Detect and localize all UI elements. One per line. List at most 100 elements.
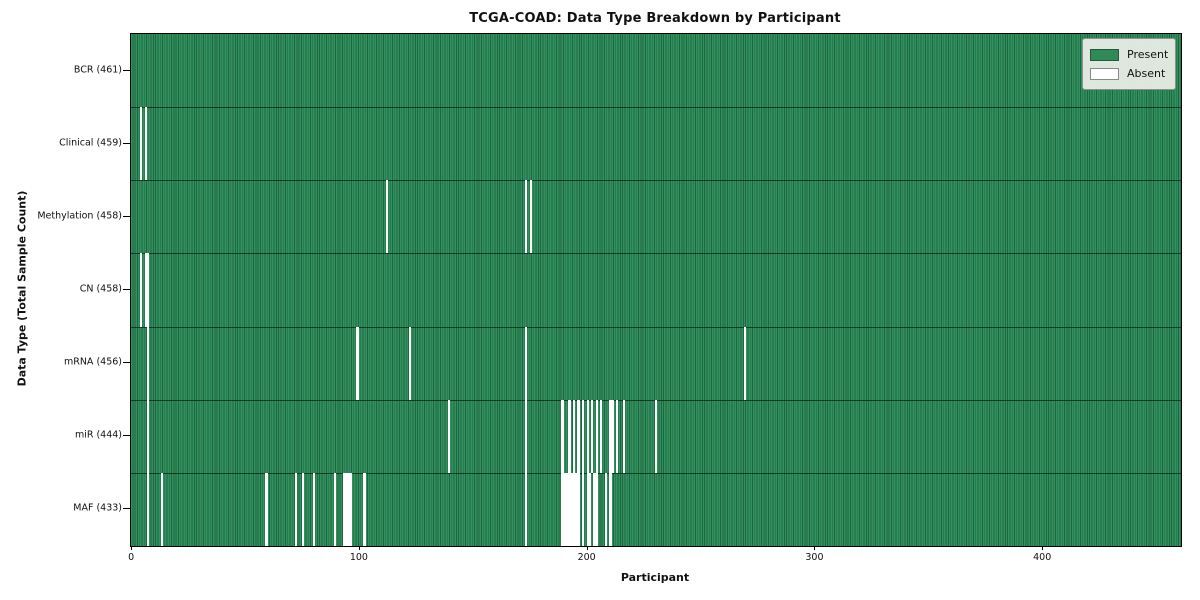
absent-gap-miR-204	[595, 399, 598, 473]
absent-gap-MAF-102	[363, 472, 366, 546]
heatmap-row-Clinical	[131, 107, 1181, 181]
x-tick-mark	[586, 546, 588, 550]
absent-gap-MAF-75	[301, 472, 305, 546]
absent-gap-MAF-196	[577, 472, 580, 546]
legend-label: Absent	[1127, 67, 1166, 80]
absent-gap-miR-7	[146, 399, 150, 473]
absent-gap-MAF-198	[581, 472, 585, 546]
x-tick-label-200: 200	[577, 552, 596, 563]
x-tick-label-0: 0	[128, 552, 135, 563]
absent-gap-miR-189	[561, 399, 564, 473]
absent-gap-Methylation-173	[525, 180, 528, 254]
absent-gap-CN-6	[144, 253, 147, 327]
heatmap-row-Methylation	[131, 180, 1181, 254]
absent-gap-MAF-72	[294, 472, 298, 546]
absent-gap-miR-198	[581, 399, 585, 473]
y-tick-mark	[123, 69, 130, 71]
absent-gap-MAF-13	[160, 472, 163, 546]
absent-gap-MAF-93	[342, 472, 346, 546]
x-tick-mark	[131, 546, 133, 550]
y-tick-label-BCR: BCR (461)	[73, 64, 122, 76]
y-tick-label-mRNA: mRNA (456)	[63, 356, 122, 368]
x-tick-mark	[1042, 546, 1044, 550]
absent-gap-MAF-173	[525, 472, 528, 546]
y-tick-mark	[123, 508, 130, 510]
y-tick-label-MAF: MAF (433)	[73, 502, 122, 514]
absent-gap-MAF-94	[345, 472, 348, 546]
absent-gap-MAF-194	[572, 472, 576, 546]
chart-title: TCGA-COAD: Data Type Breakdown by Partic…	[469, 11, 841, 26]
absent-gap-MAF-80	[313, 472, 316, 546]
absent-gap-MAF-7	[146, 472, 150, 546]
legend-swatch-present	[1090, 48, 1119, 61]
x-tick-label-400: 400	[1033, 552, 1052, 563]
absent-gap-Clinical-4	[140, 107, 143, 181]
absent-gap-MAF-200	[586, 472, 589, 546]
legend-label: Present	[1127, 48, 1169, 61]
absent-gap-miR-206	[600, 399, 603, 473]
absent-gap-miR-202	[591, 399, 594, 473]
y-tick-mark	[123, 215, 130, 217]
absent-gap-MAF-89	[333, 472, 336, 546]
y-tick-label-Clinical: Clinical (459)	[59, 137, 122, 149]
absent-gap-CN-7	[146, 253, 150, 327]
absent-gap-MAF-195	[575, 472, 578, 546]
absent-gap-Methylation-112	[386, 180, 389, 254]
absent-gap-MAF-189	[561, 472, 564, 546]
x-axis-label: Participant	[620, 571, 690, 584]
absent-gap-MAF-190	[563, 472, 567, 546]
absent-gap-mRNA-269	[743, 326, 746, 400]
absent-gap-MAF-201	[588, 472, 592, 546]
heatmap-row-CN	[131, 253, 1181, 327]
absent-gap-Clinical-6	[144, 107, 147, 181]
absent-gap-miR-173	[525, 399, 528, 473]
absent-gap-miR-200	[586, 399, 589, 473]
y-tick-label-miR: miR (444)	[74, 429, 122, 441]
absent-gap-MAF-96	[349, 472, 352, 546]
x-tick-label-300: 300	[805, 552, 824, 563]
absent-gap-mRNA-122	[408, 326, 412, 400]
x-tick-label-100: 100	[349, 552, 368, 563]
legend: Present Absent	[1082, 38, 1176, 90]
absent-gap-miR-216	[622, 399, 626, 473]
absent-gap-Methylation-175	[529, 180, 532, 254]
y-tick-mark	[123, 142, 130, 144]
y-tick-mark	[123, 362, 130, 364]
absent-gap-MAF-95	[347, 472, 350, 546]
heatmap-row-miR	[131, 399, 1181, 473]
absent-gap-MAF-208	[604, 472, 608, 546]
heatmap-row-MAF	[131, 472, 1181, 546]
absent-gap-miR-196	[577, 399, 580, 473]
legend-swatch-absent	[1090, 67, 1119, 80]
absent-gap-miR-230	[654, 399, 658, 473]
y-tick-mark	[123, 289, 130, 290]
absent-gap-miR-211	[611, 399, 614, 473]
absent-gap-MAF-193	[570, 472, 573, 546]
heatmap-row-BCR	[131, 34, 1181, 108]
absent-gap-miR-194	[572, 399, 576, 473]
absent-gap-CN-4	[140, 253, 143, 327]
y-tick-label-Methylation: Methylation (458)	[37, 210, 122, 222]
absent-gap-MAF-204	[595, 472, 598, 546]
absent-gap-miR-213	[616, 399, 619, 473]
absent-gap-MAF-191	[566, 472, 569, 546]
heatmap-row-mRNA	[131, 326, 1181, 400]
plot-area	[130, 33, 1182, 547]
legend-entry-absent: Absent	[1090, 64, 1168, 83]
absent-gap-mRNA-99	[356, 326, 359, 400]
absent-gap-MAF-59	[265, 472, 268, 546]
absent-gap-mRNA-7	[146, 326, 150, 400]
absent-gap-MAF-203	[593, 472, 596, 546]
x-tick-mark	[814, 546, 816, 550]
absent-gap-miR-139	[447, 399, 450, 473]
x-tick-mark	[358, 546, 360, 550]
y-tick-label-CN: CN (458)	[79, 283, 122, 295]
absent-gap-miR-210	[609, 399, 612, 473]
legend-entry-present: Present	[1090, 45, 1168, 64]
absent-gap-MAF-210	[609, 472, 612, 546]
absent-gap-MAF-192	[568, 472, 571, 546]
absent-gap-mRNA-173	[525, 326, 528, 400]
absent-gap-miR-192	[568, 399, 571, 473]
y-tick-mark	[123, 435, 130, 437]
